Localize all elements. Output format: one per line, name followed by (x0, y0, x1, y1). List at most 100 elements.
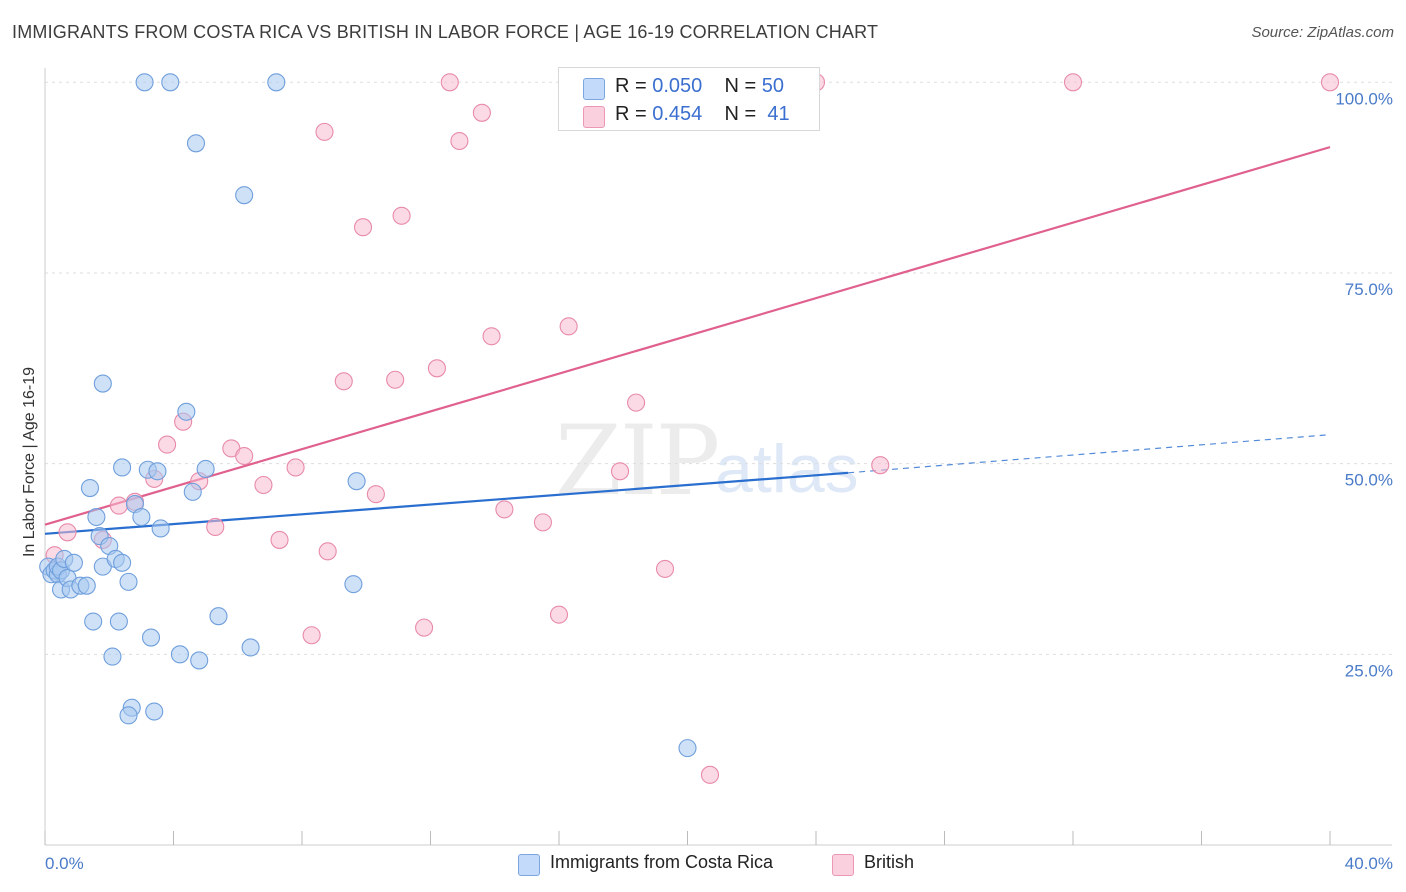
costa-rica-point (132, 507, 151, 527)
british-point (353, 218, 373, 237)
costa-rica-point (177, 402, 196, 421)
costa-rica-point (119, 572, 138, 591)
british-point (415, 618, 434, 637)
watermark-zip: ZIP (555, 405, 720, 517)
british-point (871, 456, 890, 475)
costa-rica-point (161, 73, 180, 92)
x-tick-label: 0.0% (45, 854, 84, 873)
costa-rica-point (113, 458, 132, 477)
gridlines (45, 81, 1392, 655)
trend-line-costa-rica-dashed (848, 434, 1331, 474)
british-point (495, 500, 514, 519)
british-point (1320, 73, 1340, 92)
y-tick-label: 25.0% (1345, 661, 1393, 680)
y-tick-label: 100.0% (1335, 89, 1393, 108)
british-point (318, 542, 337, 561)
british-point (158, 435, 177, 454)
costa-rica-point (84, 612, 103, 631)
british-point (549, 605, 569, 624)
trend-line-british-solid (44, 146, 1331, 526)
costa-rica-point (93, 374, 112, 393)
bottom-legend-label: Immigrants from Costa Rica (550, 852, 774, 872)
legend-r-label: R = (615, 75, 647, 97)
legend: R = 0.050 N = 50 R = 0.454 N = 41 (558, 67, 820, 131)
axes (44, 68, 1392, 846)
costa-rica-point (183, 482, 202, 501)
costa-rica-point (80, 479, 100, 498)
british-point (286, 458, 305, 477)
british-point (206, 517, 225, 537)
costa-rica-point (119, 706, 138, 725)
legend-r-value: 0.454 (652, 103, 703, 125)
costa-rica-point (241, 638, 260, 657)
british-point (1063, 73, 1083, 92)
costa-rica-point (148, 462, 167, 481)
bottom-legend-swatch-pink (832, 854, 854, 876)
legend-swatch-blue (583, 78, 605, 100)
x-tick-label: 40.0% (1345, 854, 1393, 873)
costa-rica-point (113, 553, 132, 572)
costa-rica-point (196, 459, 215, 479)
costa-rica-point (77, 576, 96, 595)
bottom-legend-label: British (864, 852, 915, 872)
british-point (627, 393, 646, 412)
costa-rica-point (109, 612, 128, 631)
british-point (533, 513, 552, 532)
bottom-legend-swatch-blue (518, 854, 540, 876)
british-point (334, 372, 353, 391)
legend-n-value: 41 (767, 103, 790, 125)
british-point (440, 73, 459, 92)
legend-r-label: R = (615, 103, 647, 125)
y-tick-label: 75.0% (1345, 280, 1393, 299)
bottom-legend: Immigrants from Costa Rica British (0, 852, 1406, 878)
british-point (700, 765, 720, 784)
british-point (427, 359, 446, 378)
british-point (254, 475, 273, 495)
costa-rica-point (186, 134, 206, 153)
costa-rica-point (141, 628, 161, 647)
costa-rica-point (344, 575, 363, 594)
costa-rica-point (145, 702, 164, 721)
costa-rica-point (151, 519, 170, 538)
british-point (610, 462, 630, 481)
british-point (58, 523, 77, 542)
series-costa-rica-points (39, 73, 697, 758)
legend-swatch-pink (583, 106, 605, 128)
trend-line-british (44, 146, 1331, 526)
legend-n-label: N = (724, 103, 757, 125)
british-point (270, 530, 289, 549)
british-point (109, 496, 128, 515)
trend-line-costa-rica (44, 434, 1331, 535)
british-point (559, 317, 578, 336)
british-point (472, 103, 491, 122)
british-point (482, 327, 501, 346)
british-point (315, 122, 334, 141)
british-point (392, 206, 411, 225)
trend-line-costa-rica-solid (44, 471, 849, 535)
british-point (386, 370, 405, 389)
british-point (655, 559, 675, 578)
british-point (450, 131, 469, 151)
costa-rica-point (135, 73, 154, 92)
costa-rica-point (678, 739, 697, 758)
axis-labels: 25.0% 50.0% 75.0% 100.0% 0.0% 40.0% In Labor F… (21, 89, 1393, 873)
y-tick-label: 50.0% (1345, 471, 1393, 490)
y-axis-label: In Labor Force | Age 16-19 (21, 367, 38, 557)
series-british-points (45, 73, 1340, 784)
costa-rica-point (87, 507, 106, 527)
costa-rica-point (347, 472, 366, 491)
british-point (302, 626, 321, 645)
costa-rica-point (103, 647, 122, 666)
legend-r-value: 0.050 (652, 75, 703, 97)
costa-rica-point (64, 553, 83, 572)
legend-n-value: 50 (761, 75, 785, 97)
source-label: Source: ZipAtlas.com (1251, 24, 1394, 41)
costa-rica-point (267, 73, 286, 92)
watermark-atlas: atlas (715, 431, 859, 507)
costa-rica-point (170, 645, 189, 664)
british-point (366, 485, 385, 504)
british-point (235, 446, 254, 466)
costa-rica-point (209, 607, 228, 626)
costa-rica-point (235, 186, 254, 205)
